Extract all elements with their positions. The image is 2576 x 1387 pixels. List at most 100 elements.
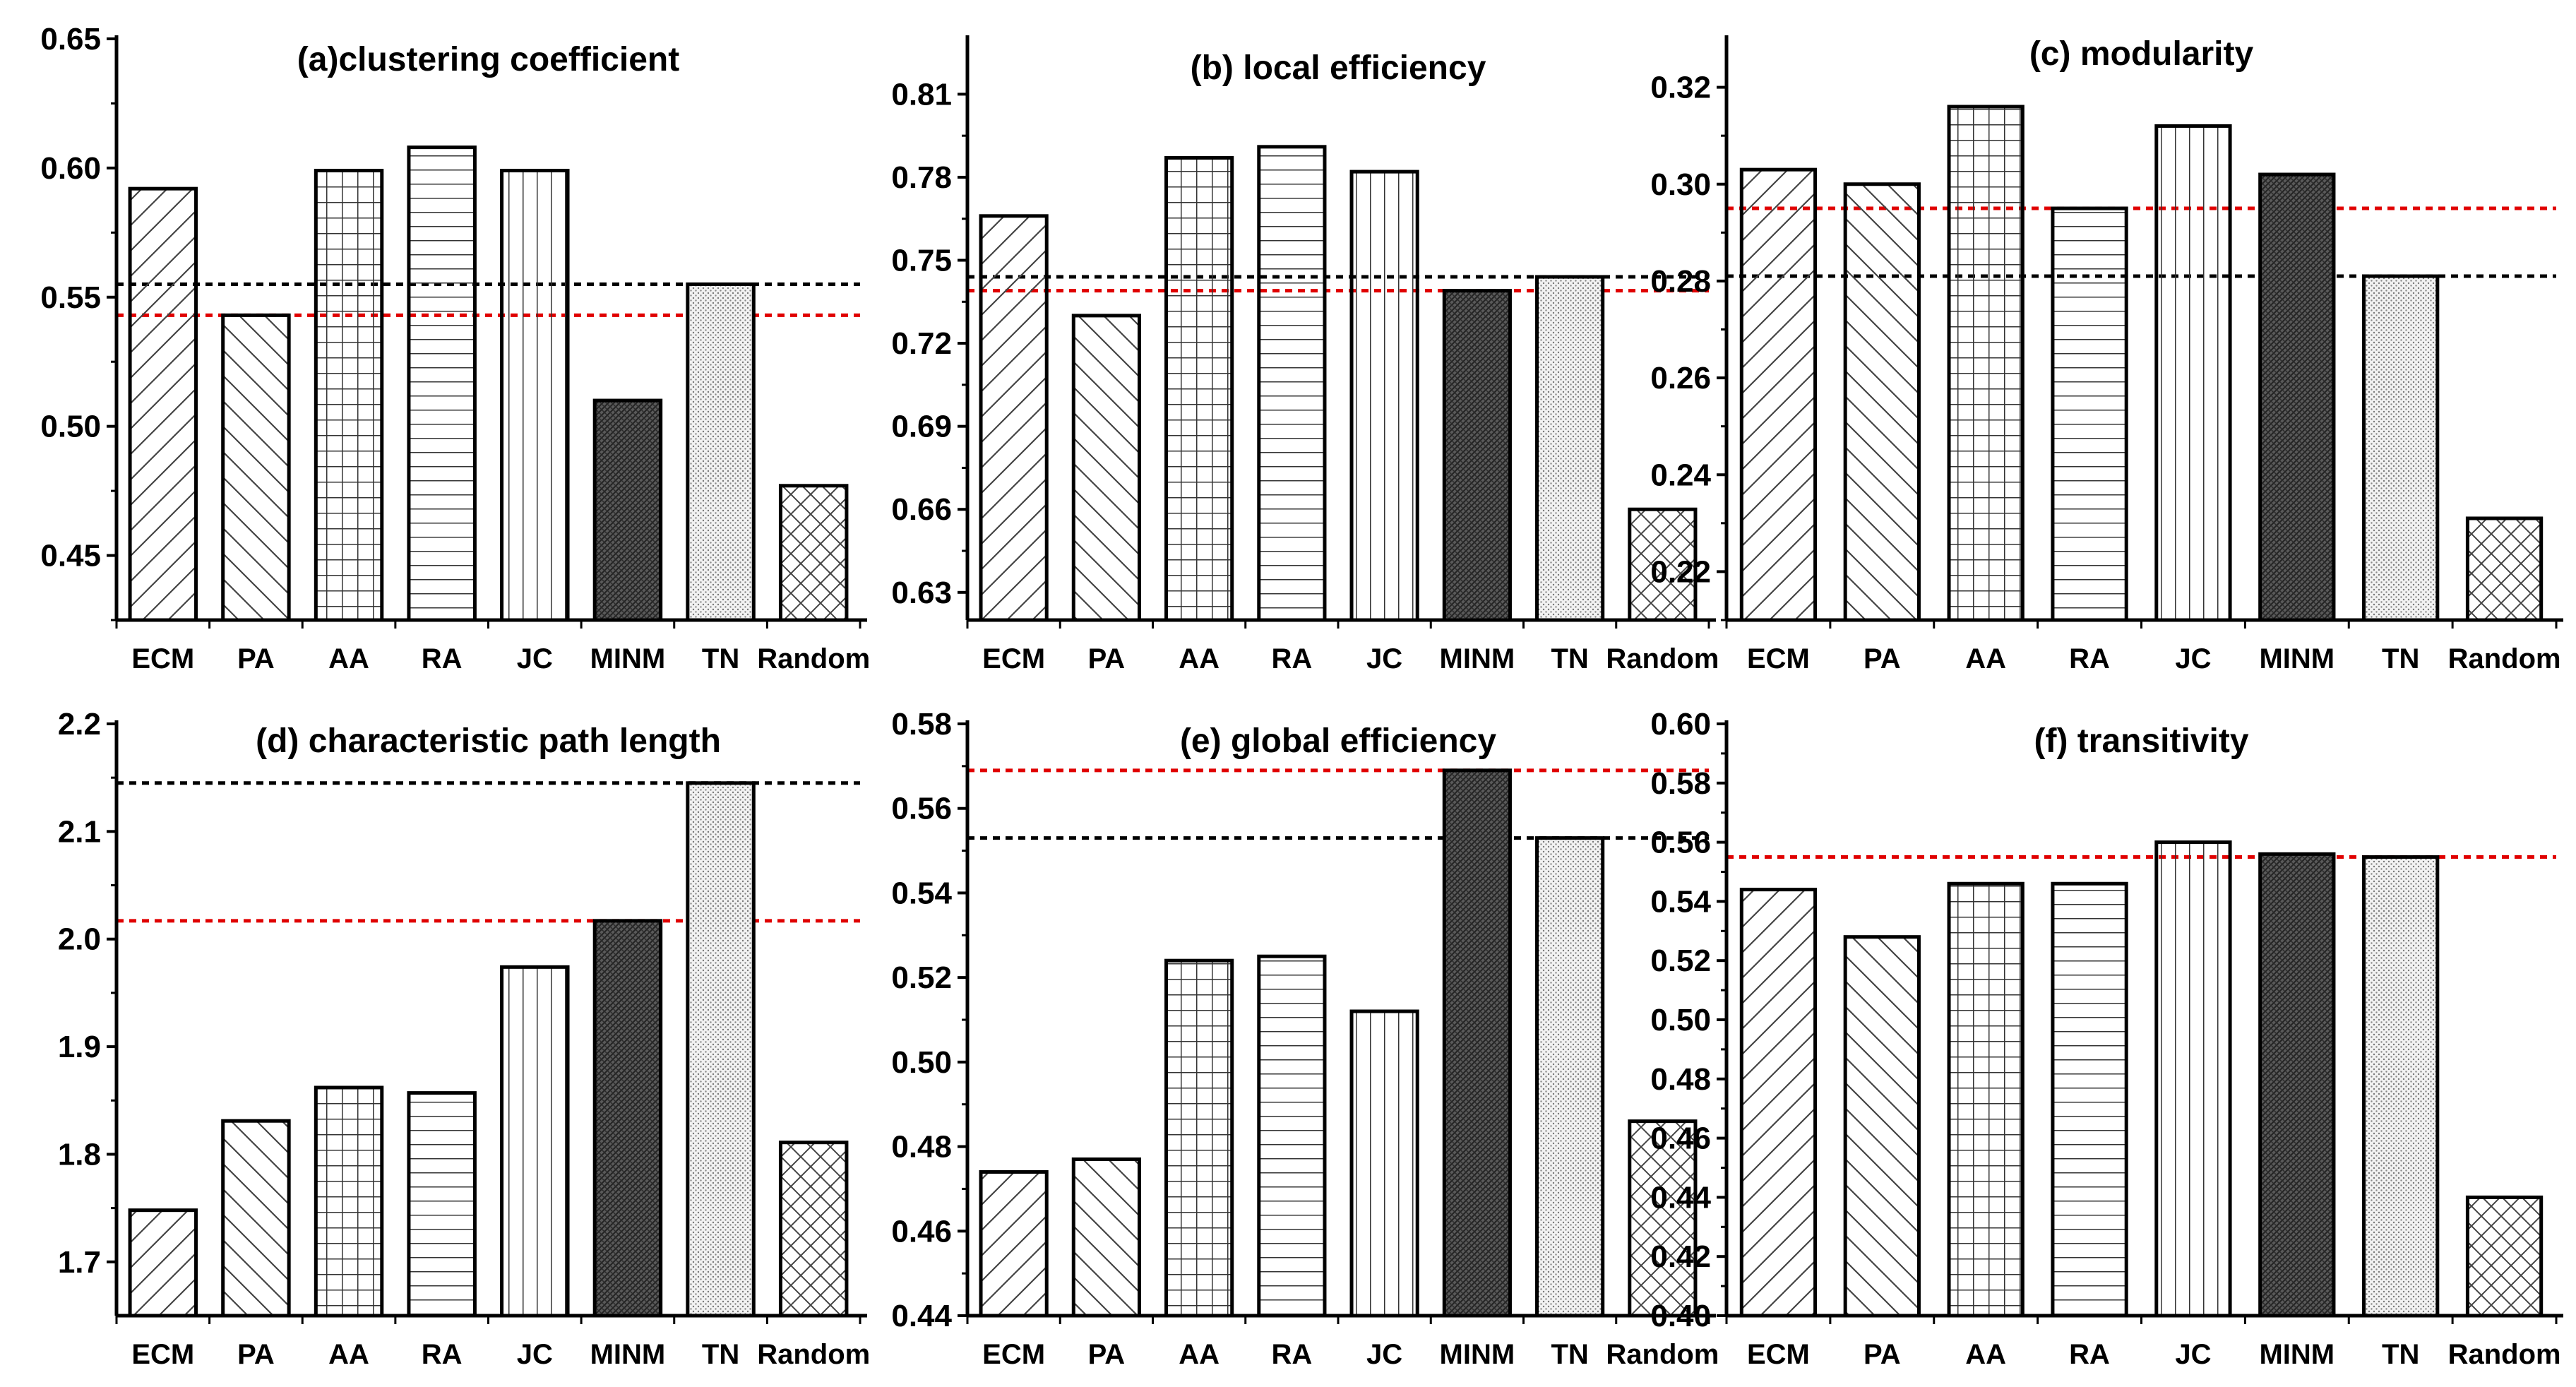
bar-random <box>2465 516 2544 622</box>
y-tick-label: 1.7 <box>58 1245 101 1280</box>
x-tick-label: MINM <box>2259 643 2334 674</box>
bar-jc <box>500 169 570 622</box>
x-tick-label: Random <box>2448 643 2561 674</box>
y-tick-label: 2.0 <box>58 922 101 957</box>
x-tick-label: JC <box>2175 1339 2211 1370</box>
y-tick-label: 0.42 <box>1650 1239 1711 1274</box>
bar-tn <box>2362 855 2440 1318</box>
x-tick-label: JC <box>517 643 553 674</box>
chart-panel-6: ECM PA AA RA JC MINM TN Random 0.40 0.42 0.44 0.46 0… <box>1650 707 2563 1370</box>
x-tick-label: MINM <box>2259 1339 2334 1370</box>
x-tick-label: Random <box>757 643 870 674</box>
x-tick-label: Random <box>1606 1339 1719 1370</box>
chart-panel-5: ECM PA AA RA JC MINM TN Random 0.44 0.46 0.48 0.50 0… <box>891 707 1719 1370</box>
x-tick-label: PA <box>1864 643 1901 674</box>
chart-panel-2: ECM PA AA RA JC MINM TN Random 0.63 0.66 0.69 0.72 0… <box>891 35 1719 674</box>
x-tick-label: Random <box>2448 1339 2561 1370</box>
bar-pa <box>1071 314 1141 622</box>
bar-minm <box>1442 289 1512 622</box>
x-tick-label: RA <box>2069 643 2110 674</box>
bar-minm <box>2258 172 2336 622</box>
y-tick-label: 0.28 <box>1650 264 1711 299</box>
y-tick-label: 0.75 <box>891 244 952 278</box>
bar-tn <box>1535 275 1605 622</box>
y-tick-label: 0.24 <box>1650 458 1711 492</box>
x-tick-label: Random <box>1606 643 1719 674</box>
x-tick-label: MINM <box>590 643 666 674</box>
y-tick-label: 0.52 <box>891 960 952 995</box>
bar-tn <box>2362 274 2440 622</box>
y-tick-label: 0.46 <box>891 1214 952 1249</box>
y-tick-label: 0.52 <box>1650 943 1711 978</box>
x-tick-label: AA <box>1965 643 2006 674</box>
x-tick-label: TN <box>1551 643 1588 674</box>
y-tick-label: 0.54 <box>1650 884 1711 919</box>
bar-tn <box>686 781 756 1318</box>
y-tick-label: 0.60 <box>40 151 101 186</box>
bar-aa <box>1164 156 1234 622</box>
y-tick-label: 0.54 <box>891 876 952 910</box>
y-tick-label: 0.72 <box>891 326 952 361</box>
y-tick-label: 0.50 <box>40 410 101 444</box>
chart-title: (b) local efficiency <box>1191 49 1486 87</box>
x-tick-label: RA <box>1271 1339 1312 1370</box>
x-tick-label: MINM <box>1440 1339 1515 1370</box>
bar-minm <box>2258 852 2336 1318</box>
x-tick-label: JC <box>1366 643 1402 674</box>
chart-title: (e) global efficiency <box>1180 722 1496 760</box>
x-tick-label: TN <box>1551 1339 1588 1370</box>
x-tick-label: ECM <box>982 1339 1045 1370</box>
bar-jc <box>2154 840 2232 1318</box>
x-tick-label: RA <box>422 643 463 674</box>
y-tick-label: 0.45 <box>40 539 101 573</box>
y-tick-label: 0.32 <box>1650 71 1711 105</box>
x-tick-label: ECM <box>131 1339 194 1370</box>
y-tick-label: 0.63 <box>891 576 952 610</box>
y-tick-label: 0.22 <box>1650 554 1711 589</box>
x-tick-label: JC <box>517 1339 553 1370</box>
x-tick-label: AA <box>1965 1339 2006 1370</box>
x-tick-label: AA <box>328 643 369 674</box>
bar-aa <box>314 1085 384 1318</box>
y-tick-label: 2.2 <box>58 707 101 742</box>
x-tick-label: TN <box>702 643 739 674</box>
bar-aa <box>314 169 384 622</box>
y-tick-label: 0.44 <box>1650 1180 1711 1215</box>
x-tick-label: ECM <box>982 643 1045 674</box>
chart-title: (a)clustering coefficient <box>297 41 679 78</box>
bar-ra <box>407 145 477 622</box>
bar-pa <box>221 313 291 622</box>
bar-jc <box>1349 169 1419 622</box>
bar-minm <box>592 398 663 622</box>
bar-jc <box>500 965 570 1318</box>
bar-minm <box>592 919 663 1318</box>
bar-ecm <box>979 214 1049 622</box>
y-tick-label: 0.58 <box>1650 766 1711 801</box>
y-tick-label: 0.50 <box>1650 1003 1711 1037</box>
y-tick-label: 0.26 <box>1650 361 1711 395</box>
bar-ra <box>2051 881 2128 1318</box>
bar-pa <box>1843 935 1921 1318</box>
chart-title: (d) characteristic path length <box>256 722 721 760</box>
x-tick-label: RA <box>1271 643 1312 674</box>
bar-random <box>1628 1119 1698 1318</box>
x-tick-label: PA <box>1088 643 1126 674</box>
x-tick-label: ECM <box>131 643 194 674</box>
x-tick-label: Random <box>757 1339 870 1370</box>
x-tick-label: AA <box>1179 1339 1220 1370</box>
x-tick-label: PA <box>237 1339 275 1370</box>
y-tick-label: 0.48 <box>1650 1062 1711 1097</box>
bar-pa <box>221 1119 291 1318</box>
bar-ra <box>407 1091 477 1318</box>
x-tick-label: RA <box>422 1339 463 1370</box>
bar-random <box>778 1141 849 1318</box>
y-tick-label: 0.81 <box>891 77 952 112</box>
y-tick-label: 0.50 <box>891 1045 952 1080</box>
bar-minm <box>1442 768 1512 1318</box>
bar-pa <box>1071 1157 1141 1318</box>
x-tick-label: TN <box>2382 1339 2419 1370</box>
bar-random <box>1628 507 1698 622</box>
y-tick-label: 2.1 <box>58 814 101 849</box>
chart-panel-3: ECM PA AA RA JC MINM TN Random 0.22 0.24 0.26 0.28 0… <box>1650 35 2563 674</box>
bar-ecm <box>1739 888 1818 1318</box>
